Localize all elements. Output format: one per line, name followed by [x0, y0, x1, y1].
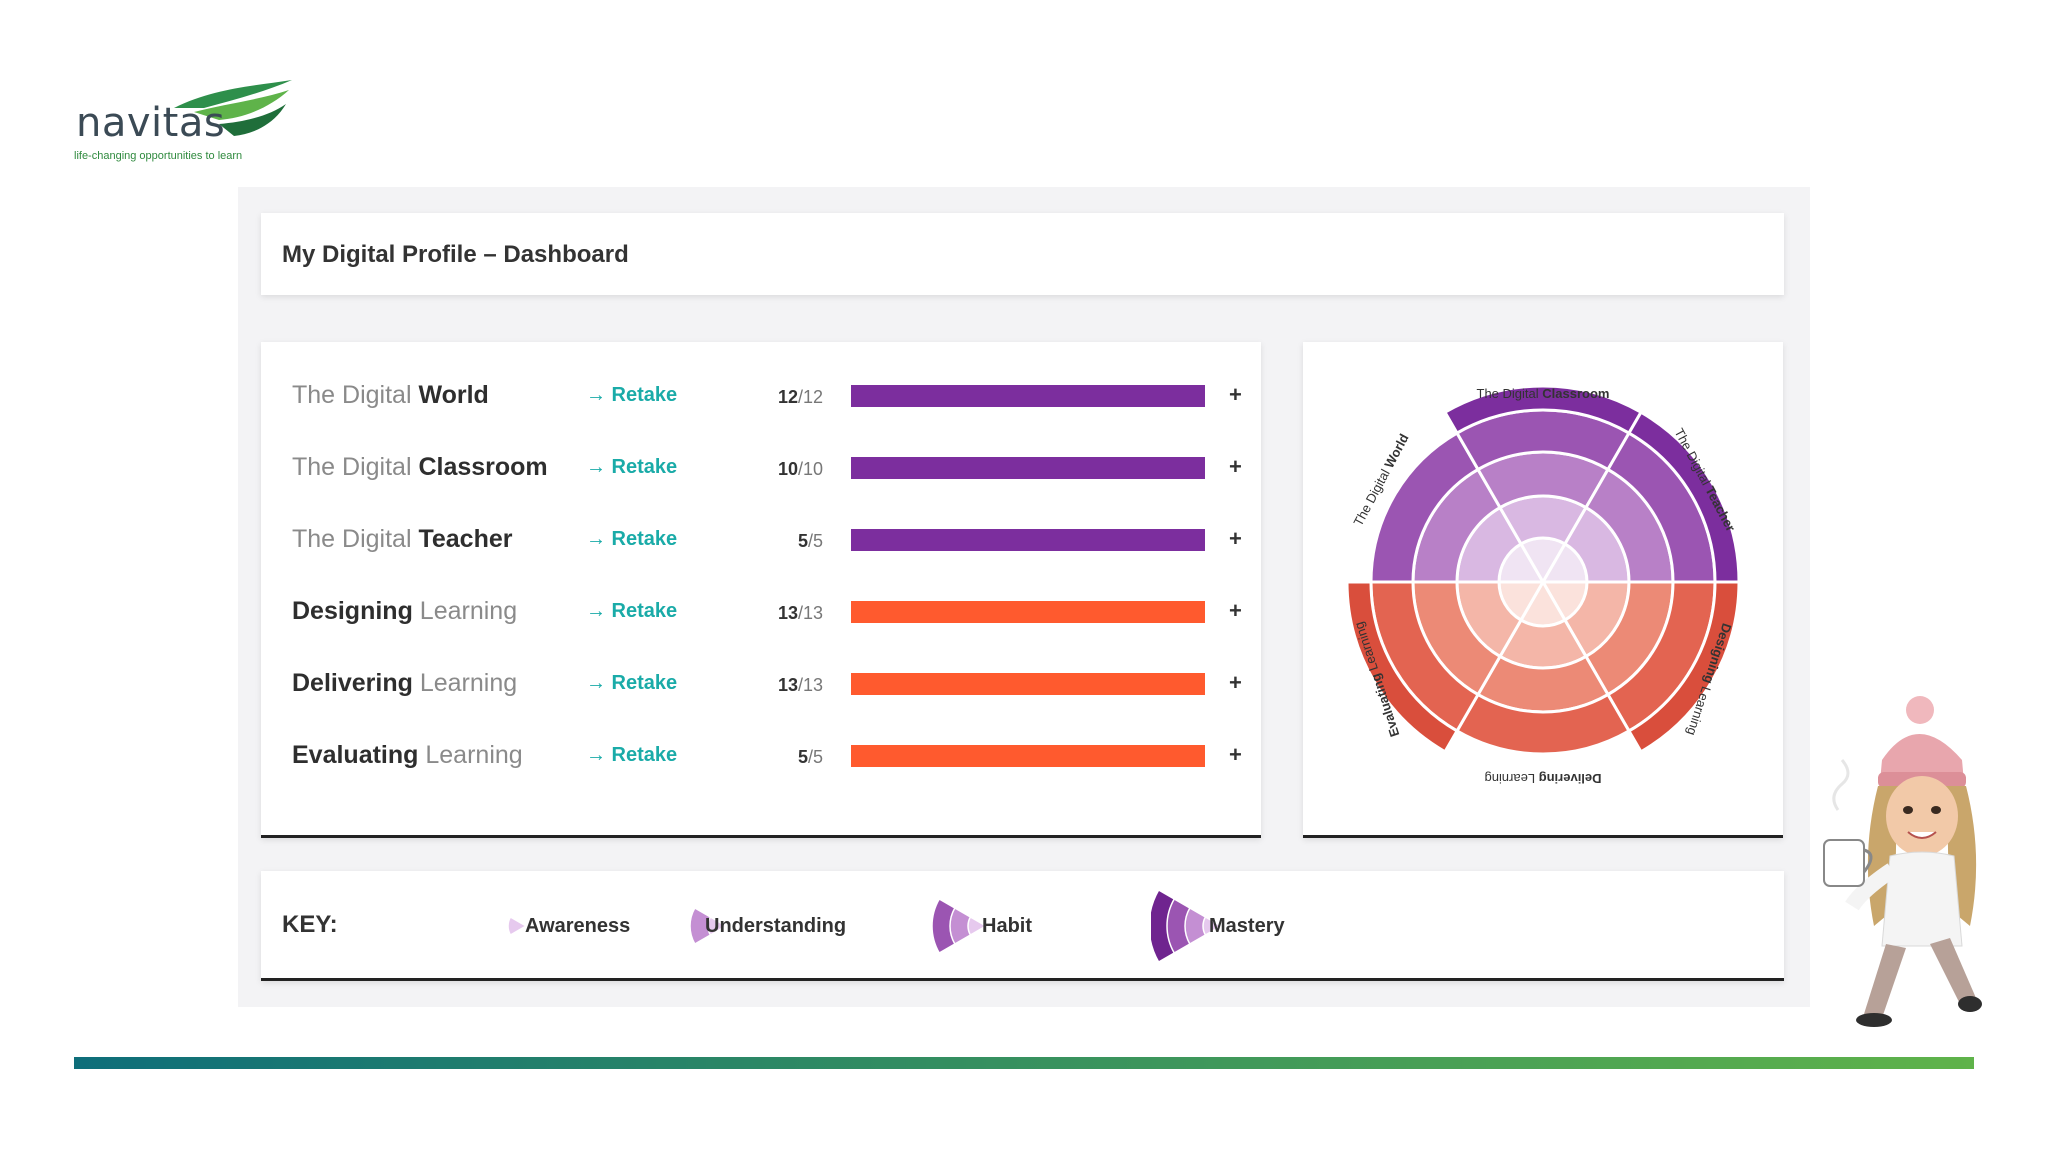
key-icon-band — [967, 915, 988, 937]
key-title: KEY: — [282, 911, 338, 938]
score-total: /13 — [797, 675, 823, 695]
score-total: /5 — [807, 531, 823, 551]
key-label-understanding: Understanding — [705, 915, 847, 937]
topic-row: The Digital Teacher → Retake 5/5 + — [261, 519, 1261, 559]
topic-main: World — [418, 381, 489, 409]
logo-tagline: life-changing opportunities to learn — [74, 150, 243, 162]
understanding-level-icon — [689, 906, 728, 946]
mastery-level-icon — [1151, 888, 1223, 964]
dashboard-frame: My Digital Profile – Dashboard The Digit… — [238, 187, 1810, 1007]
wheel-segment-designing — [1626, 580, 1741, 754]
progress-bar-fill — [851, 385, 1205, 407]
score-value: 10 — [777, 459, 798, 479]
key-icon-band — [707, 915, 728, 937]
retake-link[interactable]: → Retake — [586, 744, 678, 766]
habit-level-icon — [931, 897, 988, 955]
score-value: 13 — [777, 675, 798, 695]
score: 13/13 — [741, 593, 823, 633]
topic-suffix: Learning — [419, 669, 518, 697]
score: 12/12 — [741, 377, 823, 417]
progress-bar — [851, 385, 1205, 407]
topic-name: Evaluating Learning — [292, 735, 523, 775]
score-value: 12 — [777, 387, 798, 407]
topic-suffix: Learning — [419, 597, 518, 625]
progress-bar — [851, 745, 1205, 767]
progress-bar-fill — [851, 745, 1205, 767]
key-icon-band — [507, 915, 528, 937]
score: 10/10 — [741, 449, 823, 489]
profile-wheel-card: The Digital World The Digital Classroom Th… — [1303, 342, 1783, 838]
topic-main: Designing — [292, 597, 420, 625]
logo-wordmark: navitas — [76, 100, 226, 146]
topic-main: Teacher — [418, 525, 513, 553]
key-label-mastery: Mastery — [1209, 915, 1285, 937]
topic-main: Delivering — [292, 669, 420, 697]
topic-name: Designing Learning — [292, 591, 517, 631]
retake-link[interactable]: → Retake — [586, 672, 678, 694]
progress-bar — [851, 529, 1205, 551]
topic-prefix: The Digital — [292, 525, 419, 553]
page-title: My Digital Profile – Dashboard — [282, 241, 629, 268]
topic-row: Evaluating Learning → Retake 5/5 + — [261, 735, 1261, 775]
key-label-habit: Habit — [982, 915, 1032, 937]
score-value: 13 — [777, 603, 798, 623]
topic-prefix: The Digital — [292, 453, 419, 481]
score-value: 5 — [797, 531, 808, 551]
wheel-segment-evaluating — [1345, 580, 1460, 754]
progress-bar-fill — [851, 601, 1205, 623]
score: 13/13 — [741, 665, 823, 705]
footer-gradient-line — [74, 1057, 1974, 1069]
score-total: /13 — [797, 603, 823, 623]
progress-bar — [851, 601, 1205, 623]
header-card: My Digital Profile – Dashboard — [261, 213, 1784, 295]
retake-link[interactable]: → Retake — [586, 384, 678, 406]
expand-plus-icon[interactable]: + — [1229, 670, 1242, 695]
topic-row: Delivering Learning → Retake 13/13 + — [261, 663, 1261, 703]
progress-bar — [851, 457, 1205, 479]
topic-row: The Digital Classroom → Retake 10/10 + — [261, 447, 1261, 487]
expand-plus-icon[interactable]: + — [1229, 598, 1242, 623]
navitas-logo: navitas life-changing opportunities to l… — [74, 78, 294, 168]
score-total: /12 — [797, 387, 823, 407]
wheel-label-delivering: Delivering Learning — [1484, 771, 1601, 786]
key-icon-band — [1202, 915, 1223, 937]
wheel-label-classroom: The Digital Classroom — [1477, 386, 1610, 401]
progress-bar-fill — [851, 457, 1205, 479]
expand-plus-icon[interactable]: + — [1229, 526, 1242, 551]
retake-link[interactable]: → Retake — [586, 600, 678, 622]
topic-main: Evaluating — [292, 741, 426, 769]
retake-link[interactable]: → Retake — [586, 528, 678, 550]
avatar-illustration — [1823, 696, 1982, 1027]
topic-main: Classroom — [418, 453, 548, 481]
topic-name: The Digital Teacher — [292, 519, 512, 559]
topic-list-card: The Digital World → Retake 12/12 + The Digit… — [261, 342, 1261, 838]
logo-swoosh-icon — [174, 80, 292, 136]
key-label-awareness: Awareness — [525, 915, 631, 937]
expand-plus-icon[interactable]: + — [1229, 454, 1242, 479]
expand-plus-icon[interactable]: + — [1229, 382, 1242, 407]
score-total: /5 — [807, 747, 823, 767]
score: 5/5 — [741, 521, 823, 561]
progress-bar — [851, 673, 1205, 695]
topic-suffix: Learning — [425, 741, 523, 769]
score-value: 5 — [797, 747, 808, 767]
expand-plus-icon[interactable]: + — [1229, 742, 1242, 767]
score: 5/5 — [741, 737, 823, 777]
key-card: KEY: Awareness Understanding Habit Mastery — [261, 871, 1784, 981]
topic-name: The Digital Classroom — [292, 447, 548, 487]
retake-link[interactable]: → Retake — [586, 456, 678, 478]
score-total: /10 — [797, 459, 823, 479]
topic-prefix: The Digital — [292, 381, 419, 409]
topic-name: Delivering Learning — [292, 663, 517, 703]
topic-name: The Digital World — [292, 375, 489, 415]
topic-row: The Digital World → Retake 12/12 + — [261, 375, 1261, 415]
topic-row: Designing Learning → Retake 13/13 + — [261, 591, 1261, 631]
awareness-level-icon — [507, 915, 528, 937]
progress-bar-fill — [851, 673, 1205, 695]
progress-bar-fill — [851, 529, 1205, 551]
